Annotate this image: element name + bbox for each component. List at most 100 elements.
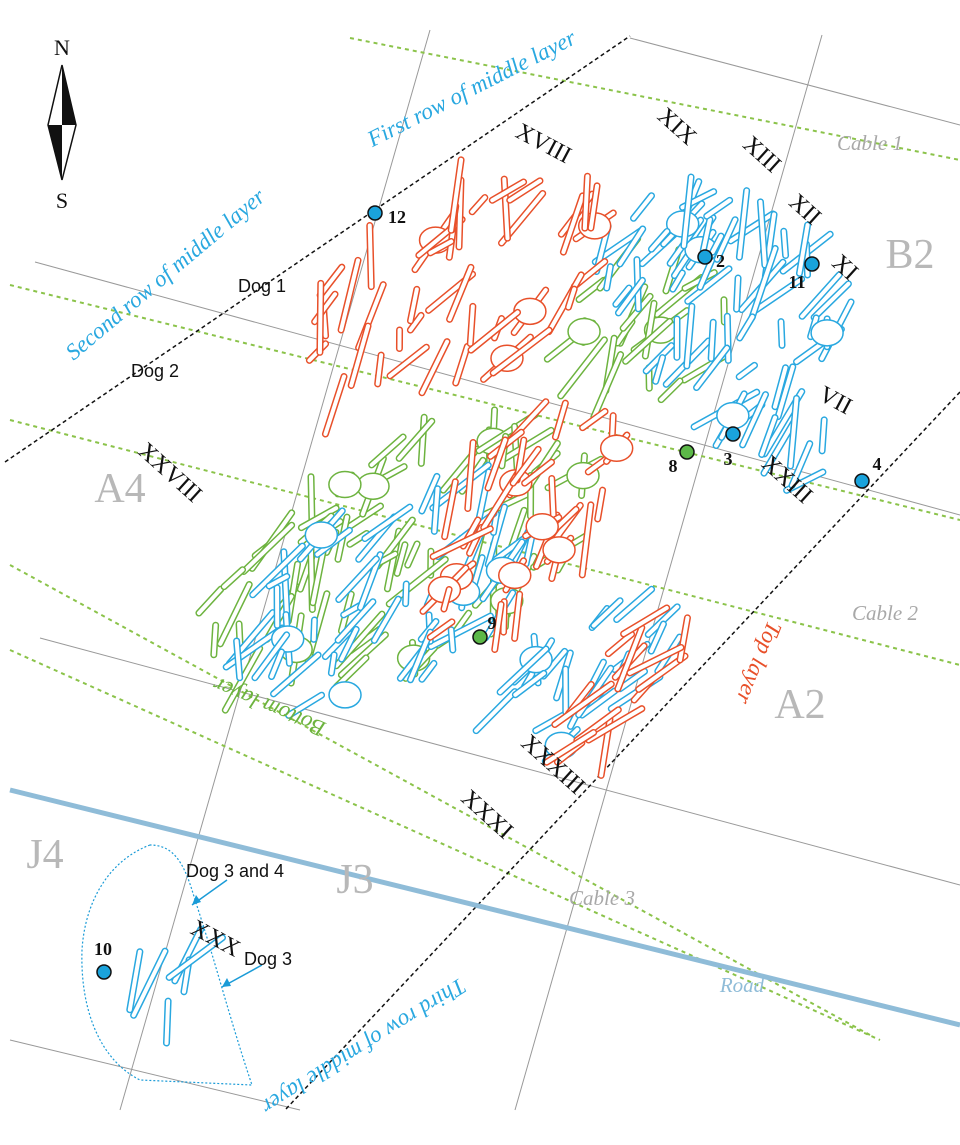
bone-inner — [362, 505, 412, 541]
grid-line — [629, 37, 960, 126]
bone-inner — [432, 486, 440, 534]
bone-inner — [286, 693, 324, 718]
sample-point — [96, 964, 112, 980]
bone-inner — [453, 344, 470, 385]
bone-inner — [685, 266, 732, 304]
bone-inner — [591, 598, 623, 628]
skull — [599, 434, 634, 463]
bone-inner — [544, 730, 596, 765]
bone-inner — [299, 506, 339, 530]
sample-point — [854, 473, 870, 489]
bone-inner — [776, 364, 795, 419]
bone-inner — [408, 630, 433, 682]
bone-inner — [430, 463, 491, 510]
skull — [525, 512, 559, 541]
bone-inner — [317, 281, 323, 355]
bone-inner — [507, 178, 542, 203]
grid-square: A2 — [774, 682, 825, 728]
skull — [356, 472, 390, 501]
bone-inner — [790, 441, 812, 488]
bone-inner — [681, 175, 694, 248]
bone-inner — [449, 157, 464, 233]
bone-inner — [470, 195, 487, 214]
bone-inner — [709, 320, 716, 361]
road-label: Road — [719, 973, 765, 997]
grid-square: A4 — [94, 466, 145, 512]
skull — [498, 561, 532, 590]
bone-inner — [623, 319, 672, 364]
arrow-head — [222, 978, 231, 987]
bone-inner — [604, 264, 613, 291]
sample-point — [804, 256, 820, 272]
bone-inner — [486, 437, 508, 490]
bone-inner — [395, 542, 407, 576]
sample-point — [367, 205, 383, 221]
bone-inner — [631, 193, 654, 221]
bone-inner — [336, 556, 379, 602]
sample-label: 9 — [488, 613, 497, 633]
sample-label: 11 — [788, 272, 805, 292]
bone-inner — [643, 301, 657, 359]
sample-label: 8 — [669, 456, 678, 476]
bone-inner — [704, 198, 732, 219]
skull — [567, 317, 601, 346]
bone-inner — [167, 935, 225, 980]
bone-inner — [522, 460, 554, 486]
cable-label: Cable 1 — [837, 131, 903, 155]
grid-square: J4 — [26, 832, 63, 878]
bone-inner — [492, 602, 504, 652]
bone-inner — [465, 440, 476, 511]
bone-inner — [820, 417, 827, 453]
bone-inner — [131, 949, 168, 1018]
bone-inner — [773, 365, 788, 409]
bone-inner — [621, 294, 653, 331]
burial-number: XIII — [738, 131, 786, 178]
bone-inner — [582, 174, 590, 231]
bone-inner — [617, 226, 645, 266]
burial-number: XXXI — [456, 785, 518, 844]
layer-label: Third row of middle layer — [256, 973, 470, 1120]
burial-number: XIX — [652, 103, 701, 151]
bone-inner — [586, 706, 644, 742]
bone-inner — [241, 523, 294, 574]
bone-inner — [710, 234, 724, 255]
bone-inner — [419, 339, 450, 395]
bone-inner — [428, 619, 454, 640]
bone-inner — [431, 526, 493, 559]
bone-inner — [397, 419, 434, 461]
bone-inner — [486, 504, 507, 567]
sample-label: 3 — [724, 449, 733, 469]
bone-inner — [595, 488, 605, 521]
bone-inner — [252, 632, 289, 680]
bone-inner — [734, 276, 741, 312]
skull — [810, 319, 844, 347]
bone-inner — [812, 281, 851, 320]
bone-inner — [800, 272, 842, 319]
grid-line — [34, 261, 960, 516]
bone-inner — [753, 277, 804, 313]
sample-point — [472, 629, 488, 645]
sample-point — [697, 249, 713, 265]
bone-inner — [758, 199, 767, 268]
bone-inner — [659, 379, 682, 402]
bone-inner — [591, 352, 623, 420]
bone-inner — [250, 544, 305, 597]
bone-inner — [606, 632, 634, 656]
sample-label: 4 — [873, 454, 882, 474]
bone-inner — [555, 507, 579, 530]
bone-inner — [512, 592, 522, 641]
cable-label: Cable 3 — [569, 886, 635, 910]
bone-inner — [759, 415, 777, 457]
boundary — [284, 391, 960, 1111]
bone-inner — [349, 324, 371, 388]
bone-inner — [614, 587, 654, 622]
sample-point — [679, 444, 695, 460]
bone-inner — [429, 614, 493, 649]
cable-line — [9, 419, 960, 666]
bone-inner — [367, 223, 374, 289]
bone-inner — [339, 632, 388, 677]
boundary — [4, 35, 631, 463]
bone-inner — [511, 447, 541, 486]
bone-inner — [419, 474, 439, 513]
